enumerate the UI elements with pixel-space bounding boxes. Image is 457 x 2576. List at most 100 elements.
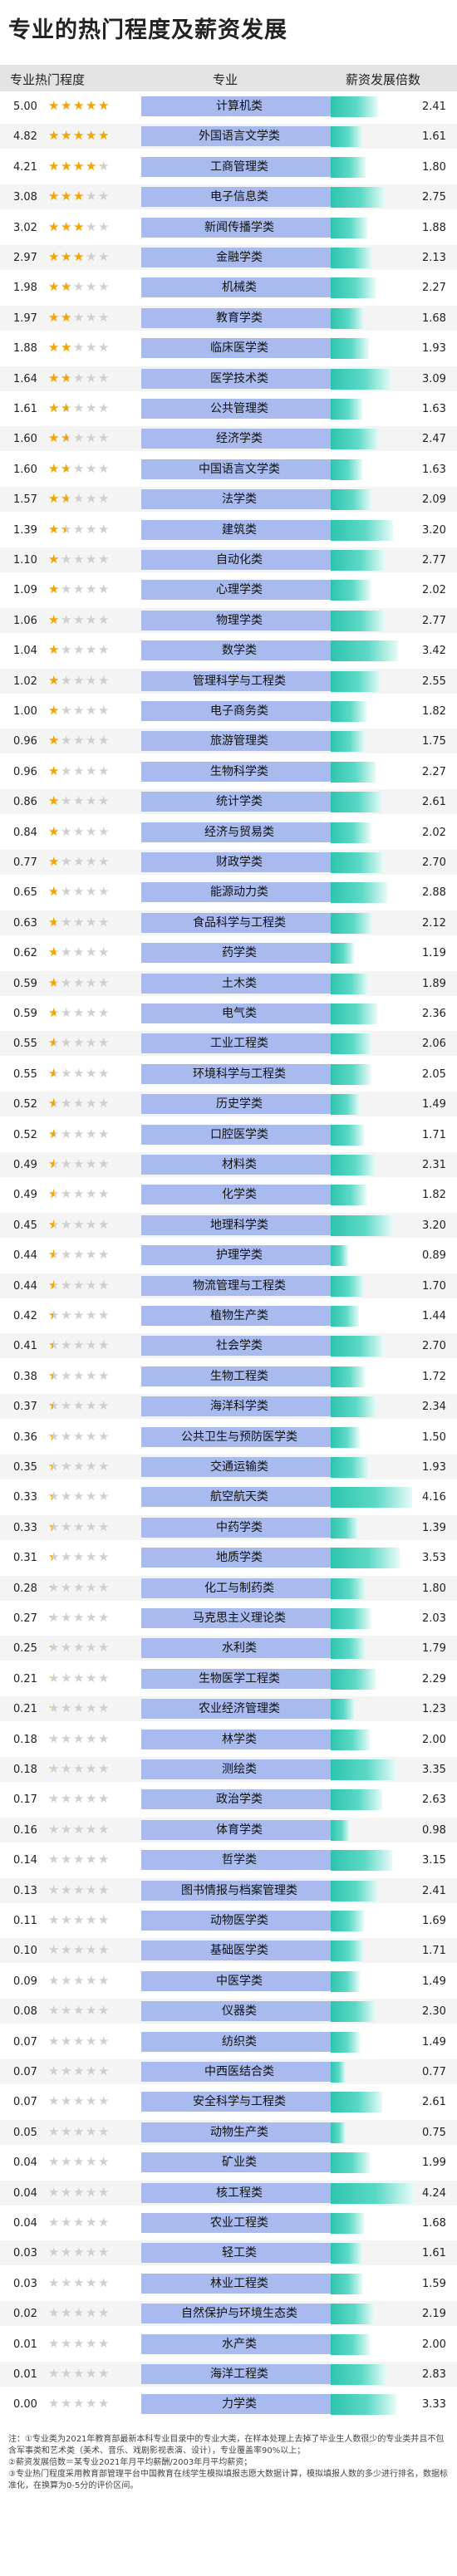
- star-icon: ★★: [48, 1005, 59, 1020]
- salary-ratio: 1.80: [422, 1582, 446, 1595]
- major-label: 中西医结合类: [141, 2062, 337, 2082]
- star-icon: ★★: [61, 1308, 71, 1322]
- salary-bar: [331, 2243, 362, 2264]
- salary-bar: [331, 1517, 358, 1538]
- salary-ratio: 2.31: [422, 1159, 446, 1171]
- star-icon: ★★: [98, 189, 109, 204]
- hot-score: 0.33: [13, 1491, 37, 1504]
- star-icon: ★★: [98, 2366, 109, 2381]
- salary-bar: [331, 550, 386, 571]
- salary-bar: [331, 2273, 362, 2294]
- salary-bar: [331, 1185, 366, 1206]
- star-icon: ★★: [48, 1065, 59, 1081]
- salary-ratio: 3.35: [422, 1764, 446, 1776]
- major-label: 工业工程类: [141, 1033, 337, 1054]
- salary-ratio: 0.89: [422, 1249, 446, 1263]
- salary-ratio: 3.20: [422, 1219, 446, 1232]
- salary-ratio: 1.61: [422, 2247, 446, 2260]
- star-icon: ★★: [48, 279, 59, 295]
- hot-score: 1.98: [13, 282, 37, 295]
- star-icon: ★★: [86, 1247, 96, 1263]
- star-icon: ★★: [73, 279, 84, 295]
- hot-score: 4.82: [13, 130, 37, 144]
- salary-ratio: 2.70: [422, 856, 446, 869]
- star-icon: ★★: [48, 249, 59, 264]
- salary-ratio: 1.89: [422, 977, 446, 990]
- star-icon: ★★: [98, 1730, 109, 1746]
- star-icon: ★★: [98, 581, 109, 597]
- star-icon: ★★: [73, 1791, 84, 1807]
- salary-bar: [331, 2062, 346, 2083]
- star-icon: ★★: [98, 158, 109, 174]
- star-rating-icon: ★★★★★★★★★★: [48, 98, 111, 113]
- star-icon: ★★: [98, 1912, 109, 1927]
- star-icon: ★★: [73, 1035, 84, 1051]
- star-icon: ★★: [73, 2063, 84, 2078]
- star-rating-icon: ★★★★★★★★★★: [48, 2034, 111, 2049]
- salary-ratio: 2.41: [422, 1884, 446, 1897]
- star-rating-icon: ★★★★★★★★★★: [48, 581, 111, 596]
- hot-score: 0.55: [13, 1038, 37, 1051]
- salary-ratio: 1.79: [422, 1642, 446, 1656]
- star-icon: ★★: [61, 2093, 71, 2109]
- salary-ratio: 2.55: [422, 675, 446, 688]
- star-icon: ★★: [61, 1972, 71, 1988]
- star-rating-icon: ★★★★★★★★★★: [48, 1791, 111, 1806]
- hot-score: 0.96: [13, 765, 37, 778]
- star-icon: ★★: [73, 763, 84, 778]
- star-icon: ★★: [61, 98, 71, 113]
- salary-ratio: 2.77: [422, 614, 446, 627]
- major-label: 电气类: [141, 1003, 337, 1023]
- salary-bar: [331, 399, 363, 420]
- hot-score: 0.16: [13, 1823, 37, 1837]
- star-rating-icon: ★★★★★★★★★★: [48, 340, 111, 355]
- star-icon: ★★: [73, 672, 84, 688]
- star-icon: ★★: [61, 823, 71, 839]
- hot-score: 0.03: [13, 2247, 37, 2260]
- star-icon: ★★: [61, 1912, 71, 1927]
- major-label: 动物生产类: [141, 2122, 337, 2142]
- star-icon: ★★: [86, 98, 96, 113]
- star-icon: ★★: [73, 521, 84, 537]
- star-icon: ★★: [73, 733, 84, 748]
- salary-ratio: 2.88: [422, 886, 446, 900]
- major-label: 经济与贸易类: [141, 822, 337, 842]
- hot-score: 0.09: [13, 1975, 37, 1988]
- star-icon: ★★: [73, 1459, 84, 1474]
- salary-ratio: 2.06: [422, 1038, 446, 1051]
- star-rating-icon: ★★★★★★★★★★: [48, 2124, 111, 2139]
- star-icon: ★★: [73, 1730, 84, 1746]
- star-rating-icon: ★★★★★★★★★★: [48, 1066, 111, 1081]
- star-icon: ★★: [98, 1700, 109, 1716]
- salary-ratio: 1.99: [422, 2156, 446, 2170]
- salary-bar: [331, 670, 381, 692]
- star-icon: ★★: [86, 552, 96, 567]
- hot-score: 0.02: [13, 2308, 37, 2321]
- star-rating-icon: ★★★★★★★★★★: [48, 2063, 111, 2078]
- star-icon: ★★: [61, 1065, 71, 1081]
- hot-score: 0.62: [13, 947, 37, 960]
- hot-score: 0.05: [13, 2126, 37, 2139]
- salary-bar: [331, 1214, 394, 1236]
- star-rating-icon: ★★★★★★★★★★: [48, 1852, 111, 1867]
- salary-ratio: 1.68: [422, 2217, 446, 2230]
- salary-ratio: 2.00: [422, 2338, 446, 2351]
- star-icon: ★★: [61, 430, 71, 446]
- star-icon: ★★: [61, 1761, 71, 1776]
- star-icon: ★★: [98, 1640, 109, 1656]
- hot-score: 0.18: [13, 1733, 37, 1746]
- star-icon: ★★: [98, 491, 109, 507]
- hot-score: 0.52: [13, 1128, 37, 1141]
- star-icon: ★★: [61, 2396, 71, 2412]
- star-icon: ★★: [73, 491, 84, 507]
- star-icon: ★★: [73, 2274, 84, 2290]
- salary-bar: [331, 2092, 382, 2113]
